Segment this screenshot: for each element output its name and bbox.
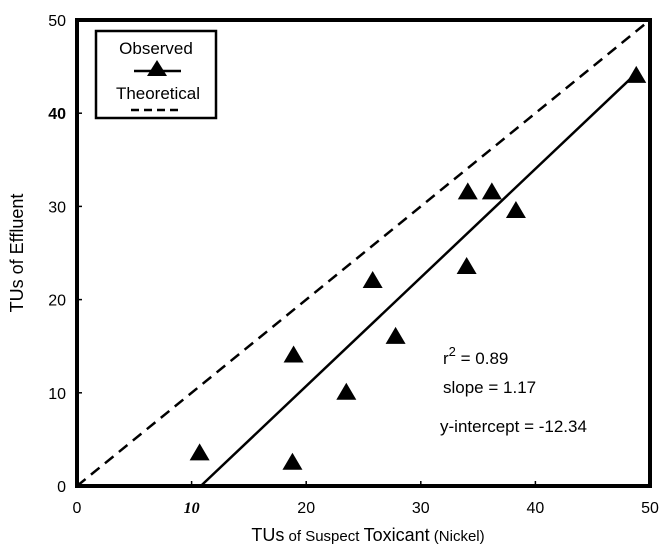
y-tick-label: 40 — [48, 106, 66, 123]
observed-point — [282, 452, 303, 470]
y-tick-label: 30 — [48, 199, 66, 216]
observed-point — [481, 182, 502, 200]
observed-point — [626, 65, 647, 83]
observed-point — [456, 256, 477, 274]
x-tick-label: 30 — [412, 500, 430, 517]
legend-theoretical-label: Theoretical — [116, 84, 200, 103]
observed-point — [505, 201, 526, 219]
observed-point — [385, 326, 406, 344]
legend: Observed Theoretical — [94, 29, 218, 120]
observed-point — [283, 345, 304, 363]
y-tick-label: 10 — [48, 386, 66, 403]
y-axis-title: TUs of Effluent — [7, 194, 27, 313]
fit-line-layer — [199, 71, 639, 487]
observed-point — [189, 443, 210, 461]
x-tick-label: 20 — [297, 500, 315, 517]
theoretical-line-layer — [76, 19, 651, 487]
y-tick-label: 0 — [57, 479, 66, 496]
observed-points — [189, 65, 647, 470]
x-axis-title: TUs of Suspect Toxicant (Nickel) — [251, 525, 484, 545]
x-tick-label: 10 — [184, 500, 200, 517]
theoretical-line — [76, 19, 651, 487]
slope-label: slope = 1.17 — [443, 378, 536, 397]
axis-ticks: 0 10 20 30 40 50 0 10 20 30 40 50 — [48, 13, 659, 517]
legend-observed-marker — [147, 60, 167, 76]
y-tick-label: 20 — [48, 293, 66, 310]
observed-point — [457, 182, 478, 200]
plot-frame — [75, 18, 652, 488]
x-tick-label: 50 — [641, 500, 659, 517]
observed-point — [362, 270, 383, 288]
x-tick-label: 0 — [73, 500, 82, 517]
observed-point — [336, 382, 357, 400]
y-tick-label: 50 — [48, 13, 66, 30]
r-squared-label: r2 = 0.89 — [443, 344, 508, 368]
legend-observed-label: Observed — [119, 39, 193, 58]
x-tick-label: 40 — [527, 500, 545, 517]
regression-line — [199, 71, 639, 487]
y-intercept-label: y-intercept = -12.34 — [440, 417, 587, 436]
fit-statistics: r2 = 0.89 slope = 1.17 y-intercept = -12… — [440, 344, 587, 436]
